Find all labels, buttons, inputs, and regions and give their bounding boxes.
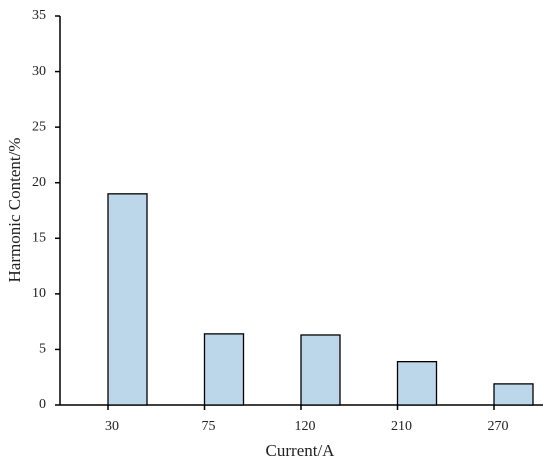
x-tick-label: 210: [391, 419, 412, 434]
x-tick-label: 120: [295, 419, 316, 434]
x-tick-label: 270: [488, 419, 509, 434]
y-tick-label: 15: [32, 231, 46, 246]
y-tick-label: 0: [39, 397, 46, 412]
y-axis-title: Harmonic Content/%: [5, 138, 24, 283]
y-tick-label: 5: [39, 342, 46, 357]
y-tick-label: 30: [32, 64, 46, 79]
bar: [300, 334, 341, 406]
x-tick-label: 30: [105, 419, 119, 434]
x-axis-title: Current/A: [266, 441, 336, 460]
bar: [493, 383, 534, 406]
y-tick-label: 35: [32, 8, 46, 23]
y-tick-label: 10: [32, 286, 46, 301]
y-tick-label: 25: [32, 119, 46, 134]
bar: [203, 333, 245, 406]
bar: [396, 361, 438, 406]
x-tick-label: 75: [202, 419, 216, 434]
y-tick-label: 20: [32, 175, 46, 190]
bar: [107, 193, 148, 406]
